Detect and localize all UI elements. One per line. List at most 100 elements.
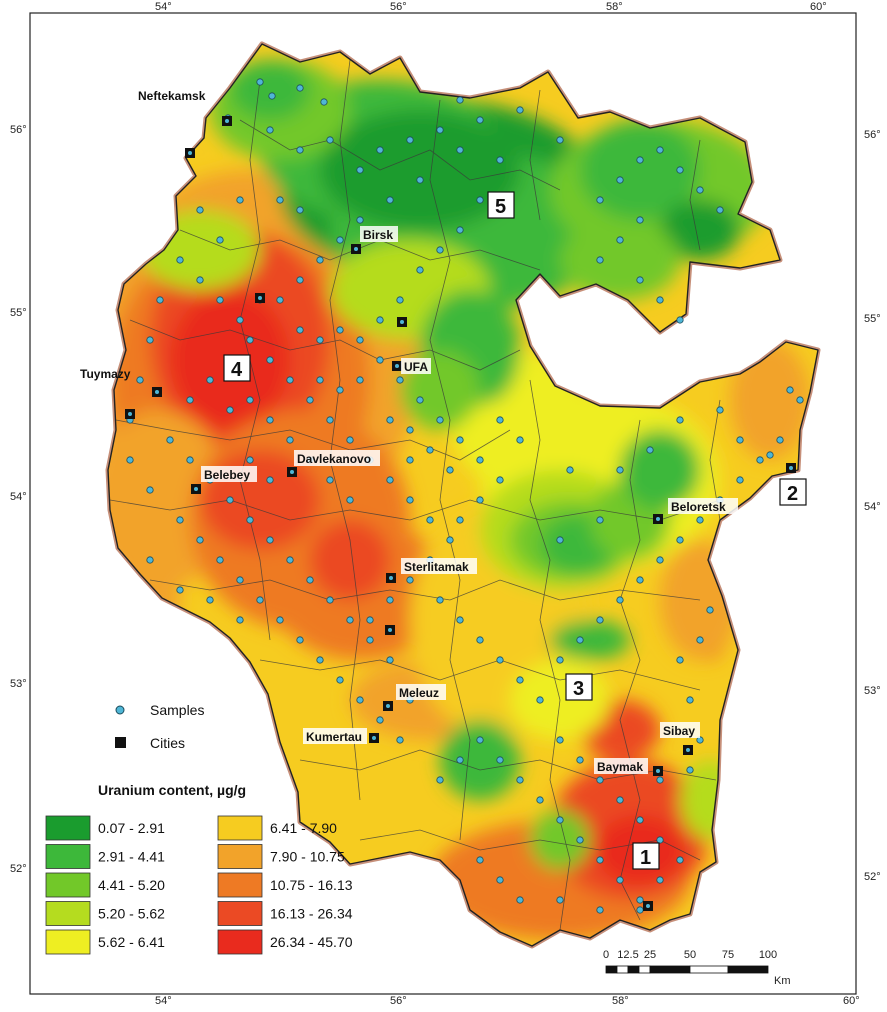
- city-label-bg: [660, 722, 700, 738]
- sample-point: [146, 336, 154, 344]
- sample-point: [556, 816, 564, 824]
- city-marker-dot: [400, 320, 404, 324]
- sample-point: [496, 756, 504, 764]
- surface-blob: [460, 400, 540, 480]
- sample-point: [316, 336, 324, 344]
- sample-point: [366, 616, 374, 624]
- legend-swatch: [217, 872, 263, 898]
- sample-point: [256, 596, 264, 604]
- sample-point: [356, 216, 364, 224]
- sample-point: [636, 906, 644, 914]
- sample-point: [436, 776, 444, 784]
- sample-point: [636, 276, 644, 284]
- sample-point: [396, 736, 404, 744]
- sample-point: [766, 451, 774, 459]
- sample-point: [320, 98, 328, 106]
- sample-point: [356, 376, 364, 384]
- sample-point: [268, 92, 276, 100]
- zone-number: 5: [495, 196, 506, 218]
- sample-point: [156, 296, 164, 304]
- sample-point: [356, 166, 364, 174]
- graticule-right-52: 52°: [864, 871, 881, 883]
- legend-swatch: [217, 929, 263, 955]
- sample-point: [346, 436, 354, 444]
- sample-point: [136, 376, 144, 384]
- city-label-neftekamsk: Neftekamsk: [138, 89, 206, 103]
- sample-point: [406, 426, 414, 434]
- legend-swatch: [45, 872, 91, 898]
- legend-range: 16.13 - 26.34: [270, 906, 353, 922]
- sample-point: [596, 256, 604, 264]
- scale-segment: [616, 965, 629, 974]
- city-label-belebey: Belebey: [204, 468, 250, 482]
- sample-point: [336, 676, 344, 684]
- city-marker-dot: [386, 704, 390, 708]
- city-markers: [125, 116, 796, 911]
- sample-point: [376, 716, 384, 724]
- sample-point: [496, 476, 504, 484]
- sample-point: [306, 576, 314, 584]
- sample-point: [636, 156, 644, 164]
- sample-point: [236, 616, 244, 624]
- sample-point: [406, 136, 414, 144]
- sample-point: [296, 146, 304, 154]
- scale-unit: Km: [774, 975, 791, 987]
- sample-point: [196, 206, 204, 214]
- legend-cities-label: Cities: [150, 735, 185, 751]
- city-ufa: UFA: [401, 358, 431, 374]
- legend-swatch: [45, 929, 91, 955]
- legend-range: 5.20 - 5.62: [98, 906, 165, 922]
- zone-box: [779, 478, 807, 506]
- sample-point: [186, 396, 194, 404]
- sample-point: [296, 326, 304, 334]
- city-label-bg: [396, 684, 446, 700]
- sample-point: [226, 406, 234, 414]
- sample-point: [566, 466, 574, 474]
- legend-range: 7.90 - 10.75: [270, 849, 345, 865]
- sample-point: [376, 356, 384, 364]
- graticule-left-55: 55°: [10, 307, 27, 319]
- legend-range: 5.62 - 6.41: [98, 934, 165, 950]
- legend-swatch: [217, 844, 263, 869]
- sample-point: [456, 756, 464, 764]
- sample-point: [656, 296, 664, 304]
- sample-point: [556, 896, 564, 904]
- zone-number: 2: [787, 483, 798, 505]
- city-label-ufa: UFA: [404, 360, 428, 374]
- sample-point: [436, 416, 444, 424]
- surface-blob: [560, 220, 680, 300]
- sample-point: [476, 196, 484, 204]
- zone-number: 3: [573, 678, 584, 700]
- zone-number: 4: [231, 359, 243, 381]
- sample-point: [516, 436, 524, 444]
- city-label-meleuz: Meleuz: [399, 686, 439, 700]
- sample-point: [696, 516, 704, 524]
- city-label-baymak: Baymak: [597, 760, 643, 774]
- sample-point: [686, 766, 694, 774]
- graticule-right-55: 55°: [864, 313, 881, 325]
- graticule-right-54: 54°: [864, 501, 881, 513]
- sample-point: [366, 636, 374, 644]
- legend-range: 10.75 - 16.13: [270, 877, 353, 893]
- sample-point: [596, 616, 604, 624]
- zone-box: [632, 842, 660, 870]
- sample-point: [316, 256, 324, 264]
- scale-segment: [689, 965, 729, 974]
- sample-point: [456, 516, 464, 524]
- city-marker-dot: [225, 119, 229, 123]
- city-marker-dot: [656, 769, 660, 773]
- legend-sample-symbol: [115, 705, 125, 715]
- sample-point: [696, 186, 704, 194]
- sample-point: [296, 84, 304, 92]
- sample-point: [246, 456, 254, 464]
- graticule: 54° 56° 58° 60° 54° 56° 58° 60° 56° 55° …: [10, 1, 881, 1007]
- sample-point: [636, 896, 644, 904]
- sample-point: [276, 196, 284, 204]
- legend-range: 6.41 - 7.90: [270, 820, 337, 836]
- scale-ticks: 0 12.5 25 50 75 100: [603, 949, 777, 961]
- sample-point: [426, 446, 434, 454]
- zone-box: [223, 354, 251, 382]
- sample-point: [296, 276, 304, 284]
- scale-segment: [605, 965, 618, 974]
